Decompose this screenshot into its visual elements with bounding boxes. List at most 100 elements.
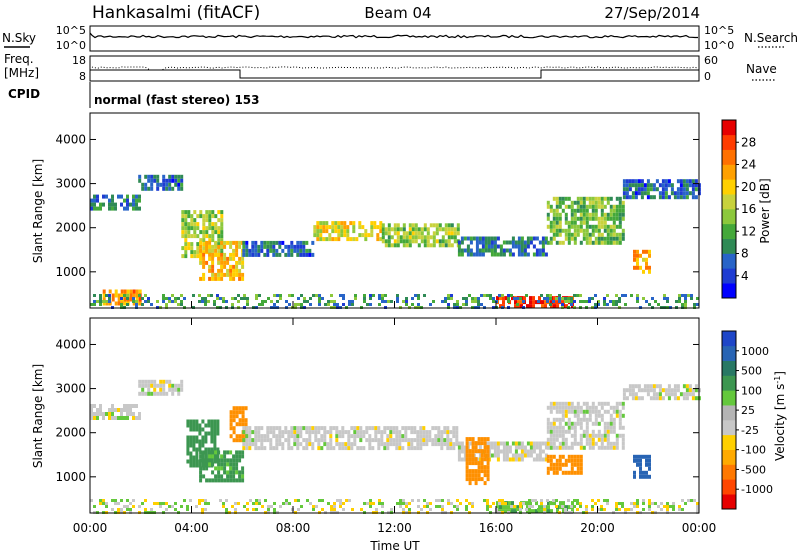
colorbar-tick-label: 100 — [741, 384, 762, 397]
colorbar-cell — [722, 238, 736, 254]
x-tick-label: 16:00 — [479, 521, 514, 535]
range-band — [199, 240, 245, 281]
velocity-y-ticks: 1000 2000 3000 4000 — [55, 337, 699, 484]
range-band — [138, 174, 184, 191]
noise-tick-left-top: 10^5 — [56, 24, 86, 37]
range-band — [199, 450, 245, 483]
freq-tick-left-top: 18 — [72, 54, 86, 67]
range-band — [622, 384, 701, 401]
x-tick-label: 08:00 — [276, 521, 311, 535]
colorbar-cell — [722, 194, 736, 210]
range-band — [633, 454, 651, 479]
colorbar-cell — [722, 479, 736, 495]
range-band — [546, 401, 625, 450]
range-band — [242, 426, 459, 451]
freq-label-line2: [MHz] — [4, 66, 39, 80]
x-tick-label: 00:00 — [73, 521, 108, 535]
colorbar-cell — [722, 134, 736, 150]
colorbar-tick-label: 12 — [741, 224, 756, 238]
colorbar-tick-label: -25 — [741, 424, 759, 437]
station-title: Hankasalmi (fitACF) — [92, 3, 260, 23]
colorbar-cell — [722, 449, 736, 465]
colorbar-cell — [722, 405, 736, 421]
range-band — [90, 404, 141, 420]
colorbar-tick-label: -1000 — [741, 483, 773, 496]
freq-panel — [89, 55, 700, 82]
date-title: 27/Sep/2014 — [604, 4, 700, 22]
range-band — [622, 179, 701, 200]
freq-tick-right-top: 60 — [704, 54, 718, 67]
freq-tick-left-bottom: 8 — [79, 70, 86, 83]
colorbar-cell — [722, 223, 736, 239]
velocity-heatmap — [90, 379, 701, 514]
noise-tick-right-top: 10^5 — [704, 24, 734, 37]
colorbar-cell — [722, 120, 736, 136]
x-axis: 00:00 04:00 08:00 12:00 16:00 20:00 00:00 — [73, 301, 717, 535]
range-band — [242, 240, 315, 257]
power-y-ticks: 1000 2000 3000 4000 — [55, 132, 699, 279]
colorbar-tick-label: 1000 — [741, 345, 769, 358]
y-tick-label: 1000 — [55, 470, 86, 484]
colorbar-cell — [722, 345, 736, 361]
range-band — [633, 249, 651, 274]
colorbar-cell — [722, 420, 736, 436]
nave-label: Nave — [746, 62, 777, 76]
y-tick-label: 1000 — [55, 265, 86, 279]
range-band — [381, 223, 460, 248]
noise-panel — [89, 25, 700, 52]
power-colorbar-label: Power [dB] — [758, 178, 772, 243]
colorbar-tick-label: -500 — [741, 463, 766, 476]
range-band — [546, 196, 625, 245]
nsearch-label: N.Search — [744, 31, 798, 45]
cpid-label: CPID — [8, 87, 40, 101]
colorbar-cell — [722, 464, 736, 480]
velocity-ylabel: Slant Range [km] — [31, 364, 45, 468]
x-tick-label: 04:00 — [174, 521, 209, 535]
freq-tick-right-bottom: 0 — [704, 70, 711, 83]
colorbar-cell — [722, 209, 736, 225]
velocity-colorbar-label: Velocity [m s-1] — [773, 371, 788, 461]
colorbar-cell — [722, 179, 736, 195]
noise-tick-right-bottom: 10^0 — [704, 39, 734, 52]
colorbar-tick-label: 28 — [741, 135, 756, 149]
colorbar-tick-label: -100 — [741, 444, 766, 457]
y-tick-label: 2000 — [55, 221, 86, 235]
y-tick-label: 4000 — [55, 337, 86, 351]
x-axis-label: Time UT — [369, 539, 420, 553]
x-tick-label: 20:00 — [580, 521, 615, 535]
x-tick-label: 12:00 — [377, 521, 412, 535]
nsky-trace — [89, 32, 698, 39]
colorbar-cell — [722, 164, 736, 180]
colorbar-tick-label: 8 — [741, 247, 749, 261]
power-heatmap — [90, 174, 701, 309]
colorbar-tick-label: 500 — [741, 365, 762, 378]
colorbar-cell — [722, 149, 736, 165]
y-tick-label: 4000 — [55, 132, 86, 146]
range-band — [138, 379, 184, 396]
freq-label-line1: Freq. — [4, 52, 34, 66]
range-band — [313, 221, 383, 242]
colorbar-cell — [722, 434, 736, 450]
colorbar-cell — [722, 375, 736, 391]
colorbar-tick-label: 4 — [741, 269, 749, 283]
colorbar-cell — [722, 253, 736, 269]
colorbar-cell — [722, 390, 736, 406]
colorbar-cell — [722, 331, 736, 347]
power-colorbar: 4 8 12 16 20 24 28 — [721, 119, 756, 299]
freq-trace — [90, 69, 699, 79]
beam-title: Beam 04 — [364, 4, 431, 22]
y-tick-label: 2000 — [55, 426, 86, 440]
range-band — [457, 236, 548, 257]
range-band — [229, 406, 248, 443]
cpid-text: normal (fast stereo) 153 — [94, 93, 260, 107]
colorbar-cell — [722, 494, 736, 510]
colorbar-cell — [722, 268, 736, 284]
range-band — [90, 194, 141, 211]
x-tick-label: 00:00 — [682, 521, 717, 535]
colorbar-cell — [722, 360, 736, 376]
colorbar-tick-label: 24 — [741, 158, 756, 172]
range-band — [465, 437, 490, 486]
y-tick-label: 3000 — [55, 177, 86, 191]
velocity-colorbar: -1000 -500 -100 -25 25 100 500 1000 — [721, 330, 773, 510]
